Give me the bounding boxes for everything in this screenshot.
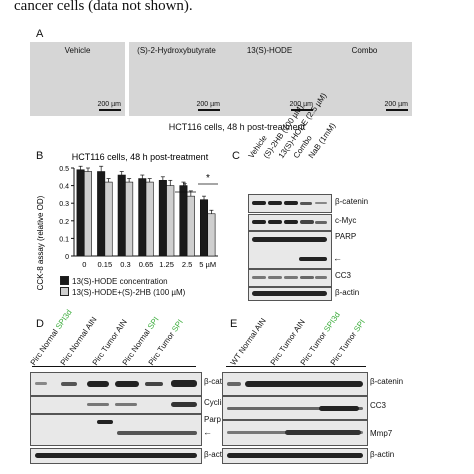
panel-b-label: B [36,150,44,162]
bar [179,185,188,257]
y-tick-label: 0.4 [59,184,69,191]
scale-bar [386,109,408,111]
bar [76,169,85,257]
blot-label: CC3 [335,271,352,280]
bar [83,171,92,257]
blot-d-bcatenin [30,372,202,396]
x-tick-label: 2.5 [182,260,192,269]
scale-label: 200 µm [384,101,409,108]
scale-label: 200 µm [196,101,221,108]
bar [207,213,216,257]
x-tick-label: 0.65 [139,260,154,269]
bar [138,178,147,257]
scale-label: 200 µm [289,101,314,108]
blot-label: PARP [335,232,357,241]
blot-c-bcatenin [248,194,332,213]
blot-label: β-actin [335,288,360,297]
chart-title: HCT116 cells, 48 h post-treatment [72,152,209,162]
panel-d-label: D [36,318,44,330]
micrograph-title: Vehicle [64,46,91,55]
x-tick-label: 0.3 [120,260,130,269]
blot-d-parp [30,414,202,446]
viability-bar-chart: HCT116 cells, 48 h post-treatment CCK-8 … [36,152,218,290]
y-tick-label: 0.2 [59,219,69,226]
micrograph-vehicle: Vehicle 200 µm [30,42,125,116]
group-underline [32,366,196,367]
bar [166,185,175,257]
bar [200,199,209,257]
significance-star: * [183,181,187,192]
blot-e-bactin [222,448,368,464]
bar [97,171,106,257]
blot-c-cmyc [248,214,332,231]
blot-label: β-actin [370,450,395,459]
legend-item: 13(S)-HODE concentration [60,276,168,286]
micrograph-title: 13(S)-HODE [246,46,293,55]
blot-c-bactin [248,287,332,301]
micrograph-2hb: (S)-2-Hydroxybutyrate 200 µm [129,42,224,116]
blot-label: Mmp7 [370,429,393,438]
blot-label: β-catenin [370,377,404,386]
group-underline [226,366,366,367]
x-tick-label: 5 µM [199,260,216,269]
blot-label: c-Myc [335,216,357,225]
blot-label: CC3 [370,401,387,410]
panel-e-label: E [230,318,238,330]
x-tick-label: 1.25 [159,260,174,269]
y-tick-label: 0.3 [59,201,69,208]
legend-label: 13(S)-HODE+(S)-2HB (100 µM) [72,288,186,297]
significance-star: * [206,173,210,184]
legend-label: 13(S)-HODE concentration [72,277,168,286]
y-tick-label: 0.5 [59,166,69,173]
arrow-icon: ← [333,253,342,263]
blot-e-cc3 [222,396,368,420]
blot-d-bactin [30,448,202,464]
bar [145,181,154,257]
scale-bar [291,109,313,111]
blot-label: Cyclin D1 [204,398,238,407]
blot-label: β-catenin [335,197,369,206]
legend-swatch [60,287,69,296]
scale-bar [198,109,220,111]
blot-label: β-actin [204,450,229,459]
blot-e-mmp7 [222,420,368,446]
panel-a-caption: HCT116 cells, 48 h post-treatment [168,122,306,132]
legend-swatch [60,276,69,285]
micrograph-hode: 13(S)-HODE 200 µm [222,42,317,116]
bar [117,174,126,257]
blot-label: β-catenin [204,377,238,386]
blot-c-parp [248,231,332,269]
blot-e-bcatenin [222,372,368,396]
bar [158,180,167,257]
x-tick-label: 0.15 [98,260,113,269]
y-tick-label: 0 [65,254,69,261]
scale-label: 200 µm [97,101,122,108]
panel-c-label: C [232,150,240,162]
blot-d-cyclind1 [30,396,202,414]
bar [104,181,113,257]
micrograph-title: (S)-2-Hydroxybutyrate [137,46,216,55]
caption-fragment: cancer cells (data not shown). [14,0,193,14]
arrow-icon: ← [203,427,212,437]
legend-item: 13(S)-HODE+(S)-2HB (100 µM) [60,287,185,297]
blot-c-cc3 [248,269,332,287]
micrograph-combo: Combo 200 µm [317,42,412,116]
y-axis-label: CCK-8 assay (relative OD) [36,195,45,290]
blot-label: Parp [204,415,221,424]
bar [125,181,134,257]
x-tick-label: 0 [82,260,86,269]
scale-bar [99,109,121,111]
y-tick-label: 0.1 [59,236,69,243]
bar [186,195,195,257]
micrograph-title: Combo [351,46,378,55]
panel-a-label: A [36,28,44,40]
